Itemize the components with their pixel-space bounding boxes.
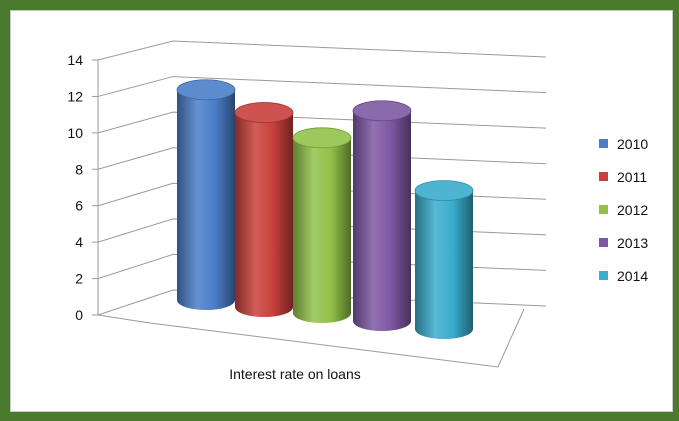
gridline xyxy=(97,76,547,97)
bar-top-2013 xyxy=(352,100,412,122)
floor-edge xyxy=(97,308,525,368)
legend-label-2011: 2011 xyxy=(617,169,647,185)
y-tick-label: 14 xyxy=(67,52,83,68)
legend-label-2010: 2010 xyxy=(617,136,648,152)
bar-2012 xyxy=(293,137,351,323)
y-tick-label: 8 xyxy=(75,161,83,177)
x-axis-label: Interest rate on loans xyxy=(229,366,361,382)
y-tick-label: 10 xyxy=(67,125,83,141)
legend-swatch-2011 xyxy=(599,172,608,181)
legend: 2010 2011 2012 2013 2014 xyxy=(599,136,648,284)
bar-2013 xyxy=(353,110,411,331)
bar-2010 xyxy=(177,89,235,310)
legend-label-2014: 2014 xyxy=(617,268,648,284)
bar-top-2011 xyxy=(234,102,294,123)
gridline xyxy=(97,147,547,170)
y-tick-label: 12 xyxy=(67,88,83,104)
gridline xyxy=(97,111,547,134)
legend-swatch-2012 xyxy=(599,205,608,214)
bars xyxy=(176,79,474,339)
y-tick-label: 6 xyxy=(75,198,83,214)
legend-label-2013: 2013 xyxy=(617,235,648,251)
y-tick-label: 0 xyxy=(75,307,83,323)
bar-top-2010 xyxy=(176,79,236,101)
y-tick-label: 2 xyxy=(75,271,83,287)
y-axis-ticks: 0 2 4 6 8 10 12 14 xyxy=(67,52,83,323)
bar-2011 xyxy=(235,112,293,318)
bar-2014 xyxy=(415,190,473,339)
gridline xyxy=(97,40,547,61)
legend-swatch-2010 xyxy=(599,139,608,148)
legend-swatch-2013 xyxy=(599,238,608,247)
legend-swatch-2014 xyxy=(599,271,608,280)
legend-label-2012: 2012 xyxy=(617,202,648,218)
bar-top-2012 xyxy=(292,127,352,149)
y-tick-label: 4 xyxy=(75,234,83,250)
chart-walls xyxy=(97,60,525,368)
bar-top-2014 xyxy=(414,180,474,202)
